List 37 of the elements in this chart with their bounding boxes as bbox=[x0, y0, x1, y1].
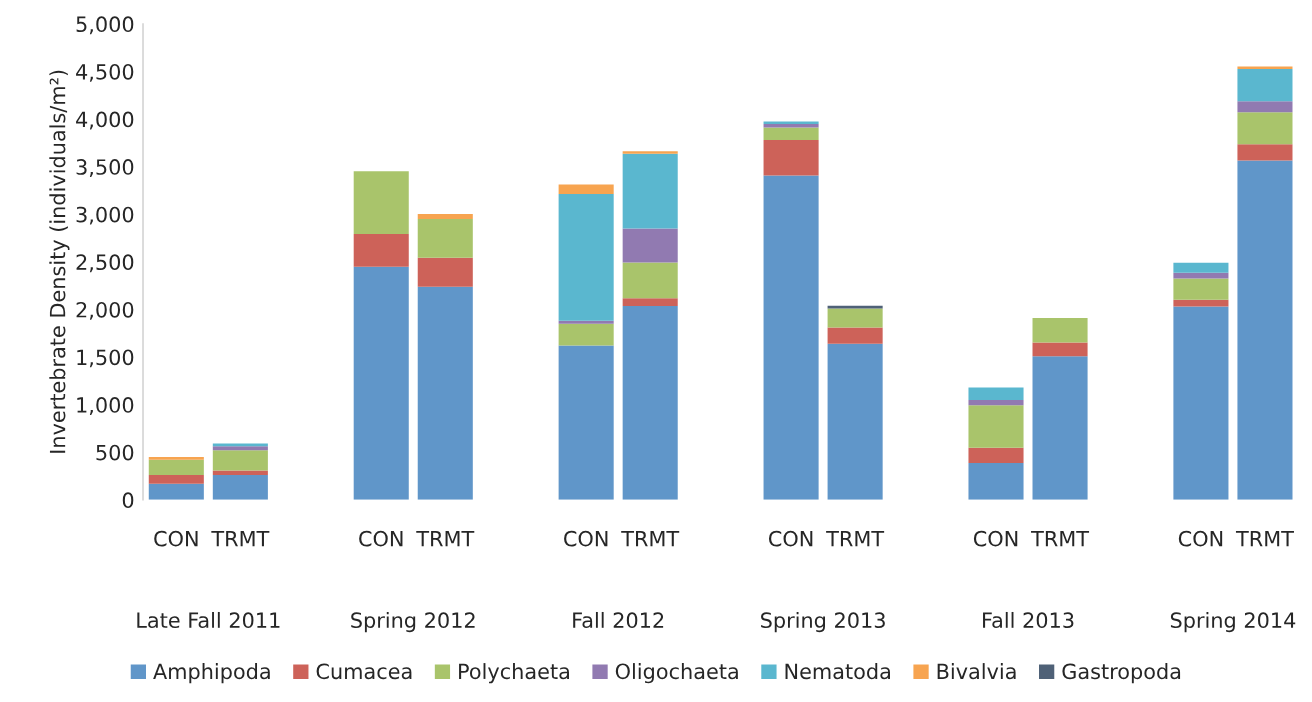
text: Spring 2012 bbox=[351, 611, 475, 633]
text: Spring 2013 bbox=[761, 611, 885, 633]
y-tick-label: 5,000 bbox=[76, 16, 134, 35]
x-tick-label: TRMT bbox=[416, 531, 475, 547]
legend-label: Polychaeta bbox=[459, 663, 569, 684]
text: Spring 2014 bbox=[1170, 611, 1296, 633]
x-tick-label: CON bbox=[768, 530, 813, 547]
x-tick-label: TRMT bbox=[826, 531, 885, 547]
y-tick-label: 500 bbox=[96, 444, 134, 461]
y-tick-label: 3,000 bbox=[76, 206, 134, 225]
legend-label: Nematoda bbox=[785, 663, 890, 680]
y-tick-label: 0 bbox=[122, 492, 134, 509]
x-tick-label: TRMT bbox=[621, 531, 680, 547]
legend-label: Amphipoda bbox=[153, 663, 270, 684]
legend-label: Bivalvia bbox=[937, 663, 1016, 680]
x-tick-label: CON bbox=[359, 530, 403, 547]
legend-label: Cumacea bbox=[316, 663, 412, 680]
y-tick-label: 2,500 bbox=[76, 254, 134, 273]
legend-label: Gastropoda bbox=[1062, 663, 1181, 684]
y-tick-label: 1,500 bbox=[77, 349, 134, 368]
y-tick-label: 2,000 bbox=[76, 301, 134, 320]
text: Late Fall 2011 bbox=[137, 611, 280, 629]
y-axis-title: Invertebrate Density (individuals/m²) bbox=[49, 70, 70, 453]
text: Fall 2013 bbox=[983, 611, 1074, 629]
x-tick-label: TRMT bbox=[1031, 531, 1090, 547]
x-tick-label: CON bbox=[973, 530, 1018, 547]
x-tick-label: CON bbox=[1178, 530, 1223, 547]
x-tick-label: CON bbox=[564, 530, 608, 547]
y-tick-label: 4,000 bbox=[76, 111, 134, 130]
x-tick-label: TRMT bbox=[211, 531, 270, 547]
x-tick-label: CON bbox=[154, 530, 198, 547]
y-tick-label: 4,500 bbox=[76, 63, 134, 82]
y-tick-label: 3,500 bbox=[76, 159, 134, 177]
x-tick-label: TRMT bbox=[1235, 531, 1294, 547]
y-tick-label: 1,000 bbox=[77, 397, 134, 415]
legend-label: Oligochaeta bbox=[615, 663, 738, 684]
text: Fall 2012 bbox=[573, 611, 664, 629]
